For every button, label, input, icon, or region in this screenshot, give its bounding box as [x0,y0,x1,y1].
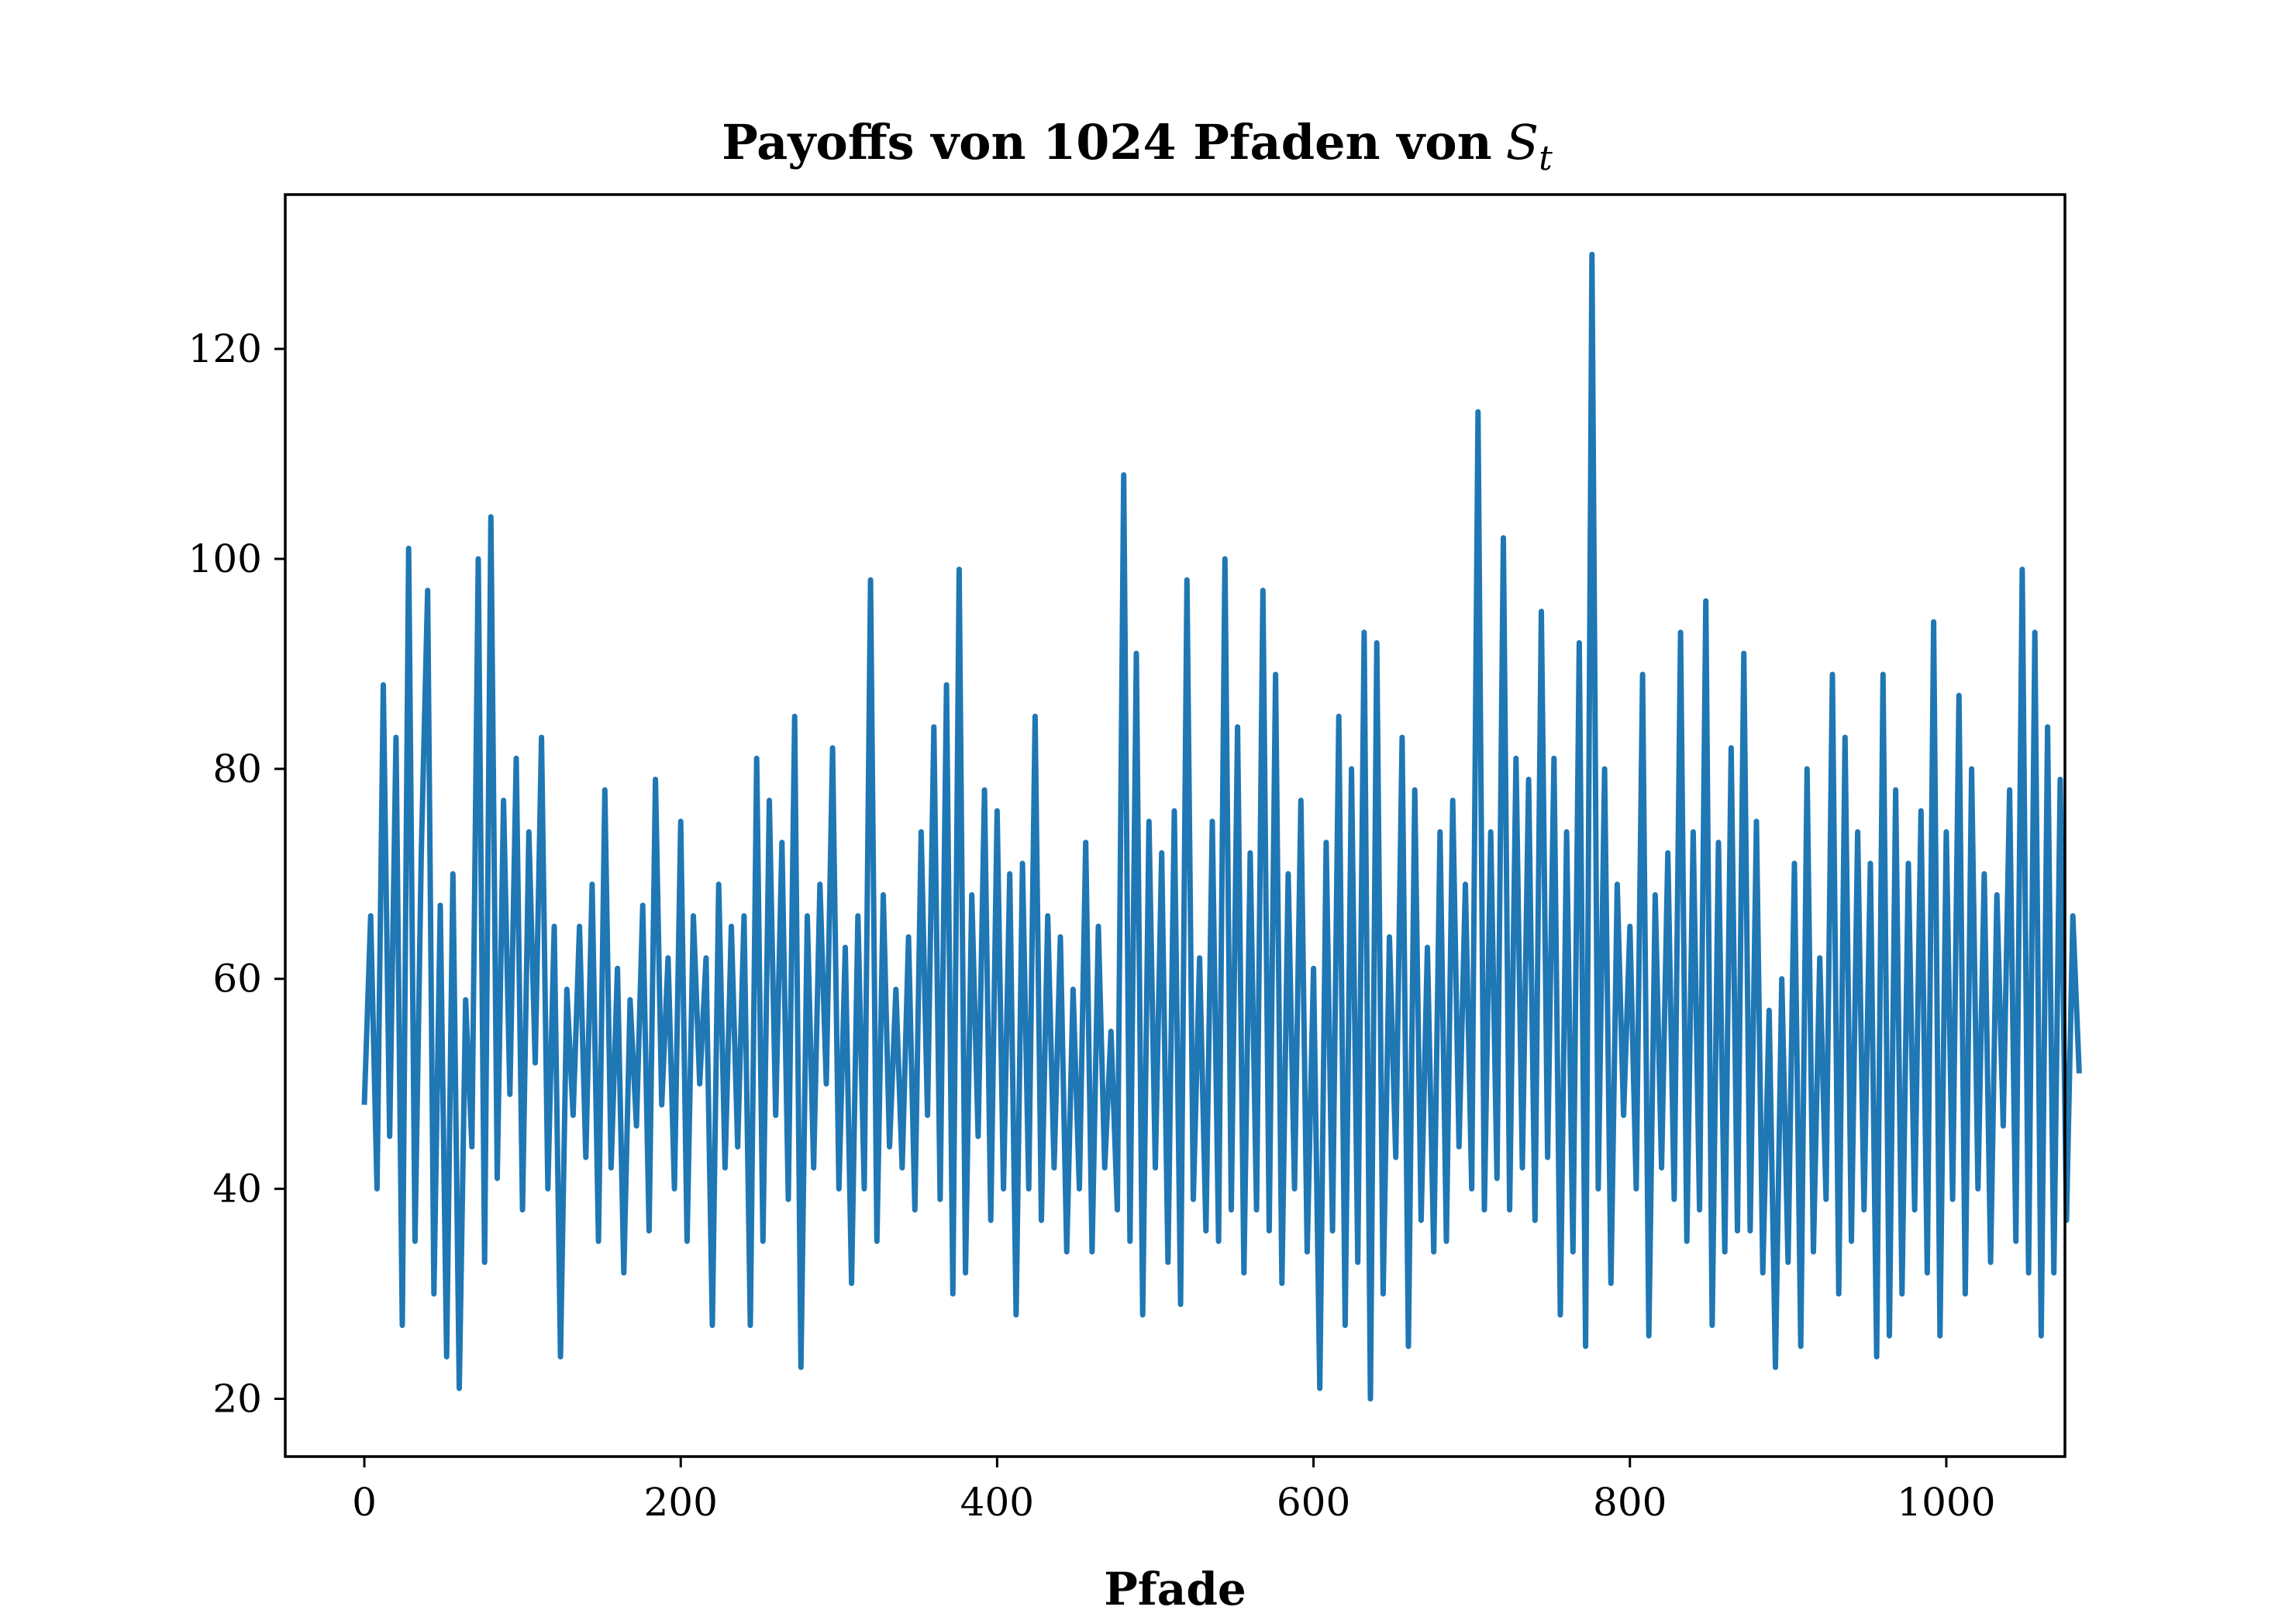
axes-frame [284,193,2066,1458]
y-tick-label: 80 [212,746,262,791]
y-axis: 20 40 60 80 100 120 [188,326,285,1422]
x-tick-label: 600 [1277,1480,1350,1525]
plot-area [361,251,2082,1402]
chart-title-math: S [1506,114,1539,171]
y-tick-label: 60 [212,957,262,1002]
y-tick-label: 20 [212,1377,262,1422]
chart-title-text: Payoffs von 1024 Pfaden von [722,114,1491,171]
y-tick-label: 100 [188,536,262,581]
chart-title-math-sub: t [1539,139,1553,178]
x-tick-label: 400 [960,1480,1034,1525]
y-tick-label: 120 [188,326,262,371]
x-tick-label: 1000 [1897,1480,1995,1525]
x-axis-label: Pfade [1104,1563,1246,1615]
x-tick-label: 0 [352,1480,377,1525]
chart-title: Payoffs von 1024 Pfaden von St [722,114,1553,178]
x-tick-label: 800 [1593,1480,1667,1525]
y-tick-label: 40 [212,1167,262,1212]
x-axis: 0 200 400 600 800 1000 [352,1457,1996,1525]
x-tick-label: 200 [644,1480,718,1525]
series-line [361,251,2082,1402]
